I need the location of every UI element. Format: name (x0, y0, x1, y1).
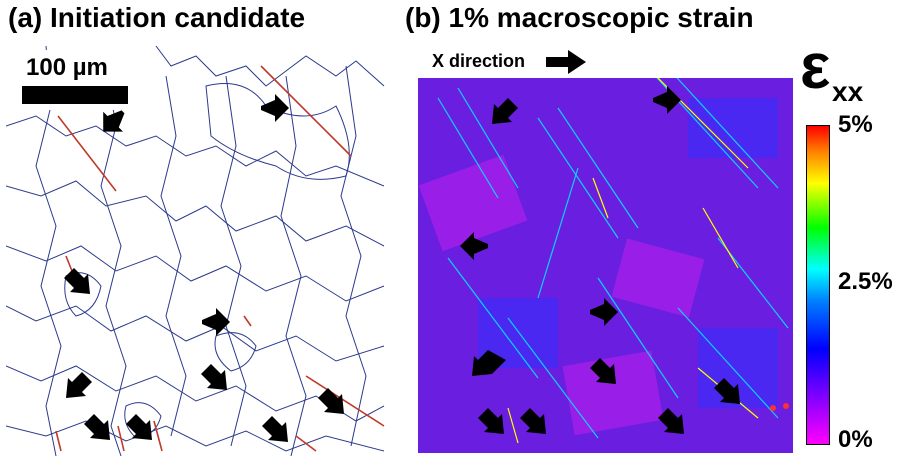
strain-patches (418, 98, 778, 436)
arrow-icon (84, 414, 110, 440)
arrow-icons (64, 94, 344, 442)
arrow-icon (318, 388, 344, 414)
arrow-icon (261, 94, 289, 122)
arrow-icon (460, 232, 488, 260)
grain-boundary-map (6, 46, 385, 456)
slip-bands (437, 78, 789, 439)
colorbar-tick-mid: 2.5% (838, 268, 893, 295)
arrow-icon (201, 364, 227, 390)
arrow-icon (658, 408, 684, 434)
direction-arrow-icon (546, 50, 586, 74)
strain-subscript: xx (832, 76, 864, 107)
scale-bar-label: 100 µm (26, 54, 108, 81)
arrow-icon (262, 416, 288, 442)
arrow-icon (492, 98, 518, 124)
colorbar-tick-min: 0% (838, 426, 873, 453)
arrow-icon (66, 372, 92, 398)
hot-spots (770, 403, 789, 411)
panel-b-title: (b) 1% macroscopic strain (405, 2, 754, 33)
arrow-icon (103, 110, 125, 132)
arrow-icons (460, 86, 740, 434)
arrow-icon (472, 350, 506, 376)
scale-bar (22, 86, 128, 104)
arrow-icon (478, 408, 504, 434)
direction-label: X direction (432, 51, 526, 71)
twin-boundaries (55, 65, 385, 452)
strain-map (418, 78, 793, 453)
arrow-icon (126, 414, 152, 440)
colorbar-tick-max: 5% (838, 111, 873, 138)
arrow-icon (590, 358, 616, 384)
arrow-icon (714, 378, 740, 404)
arrow-icon (590, 298, 618, 326)
colorbar (806, 125, 830, 445)
arrow-icon (520, 408, 546, 434)
panel-a-title: (a) Initiation candidate (8, 2, 306, 33)
arrow-icon (653, 86, 681, 114)
arrow-icon (64, 268, 90, 294)
strain-symbol: ε (800, 30, 831, 102)
grain-boundaries (6, 46, 385, 456)
arrow-icon (202, 308, 230, 336)
